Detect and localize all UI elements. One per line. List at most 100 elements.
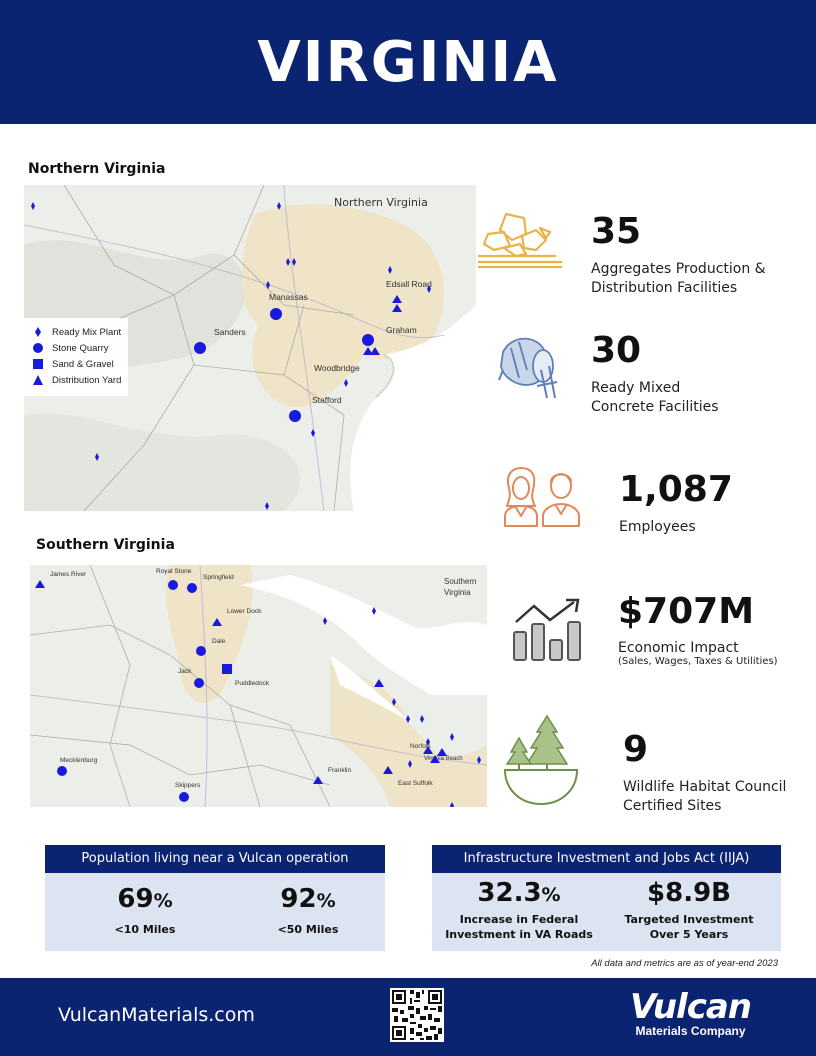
vulcan-logo: Vulcan Materials Company: [630, 987, 752, 1038]
footer: VulcanMaterials.com Vulcan Material: [0, 978, 816, 1056]
employees-icon: [501, 466, 581, 533]
south-section-label: Southern Virginia: [36, 537, 175, 553]
distribution-yard-marker: [313, 776, 323, 784]
ready-mix-marker: [372, 607, 376, 615]
legend-label: Distribution Yard: [52, 374, 122, 386]
stat-value: 35: [591, 211, 642, 252]
ready-mix-marker: [323, 617, 327, 625]
ready-mix-marker: [427, 285, 431, 293]
ready-mix-marker: [266, 281, 270, 289]
stat-aggregates: 35 Aggregates Production & Distribution F…: [591, 214, 766, 298]
stat-wildlife: 9 Wildlife Habitat Council Certified Site…: [623, 732, 786, 816]
ready-mix-marker: [392, 698, 396, 706]
stat-value: $707M: [618, 591, 755, 632]
place-label: Franklin: [328, 767, 352, 774]
place-label: Lower Dock: [227, 608, 262, 615]
distribution-yard-marker: [392, 295, 402, 303]
data-note: All data and metrics are as of year-end …: [591, 958, 778, 969]
place-label: East Suffolk: [398, 780, 433, 787]
distribution-yard-marker: [370, 347, 380, 355]
stone-quarry-marker: [289, 410, 301, 422]
place-label: Springfield: [203, 574, 234, 581]
stone-quarry-marker: [270, 308, 282, 320]
stat-label: Employees: [619, 519, 696, 535]
south-virginia-map: James River Royal Stone Springfield Lowe…: [30, 565, 487, 807]
iija-metric-investment: $8.9B Targeted Investment Over 5 Years: [624, 878, 754, 941]
stat-value: 1,087: [619, 469, 733, 510]
stone-quarry-marker: [194, 678, 204, 688]
ready-mix-marker: [450, 802, 454, 807]
legend-label: Stone Quarry: [52, 342, 109, 354]
legend-item: Stone Quarry: [30, 340, 122, 356]
ready-mix-marker: [420, 715, 424, 723]
ready-mix-marker: [286, 258, 290, 266]
stat-value: 30: [591, 330, 642, 371]
population-metric-50mi: 92% <50 Miles: [277, 884, 339, 936]
place-label: Jack: [178, 668, 192, 675]
distribution-yard-marker: [212, 618, 222, 626]
stone-quarry-marker: [187, 583, 197, 593]
stat-employees: 1,087 Employees: [619, 472, 733, 537]
economic-chart-icon: [512, 598, 584, 667]
distribution-yard-marker: [363, 347, 373, 355]
ready-mix-marker: [477, 756, 481, 764]
ready-mix-marker: [426, 738, 430, 746]
place-label: Manassas: [269, 292, 308, 302]
iija-box-title: Infrastructure Investment and Jobs Act (…: [432, 845, 781, 873]
place-label: Royal Stone: [156, 568, 192, 575]
sand-gravel-icon: [30, 359, 46, 369]
distribution-yard-marker: [423, 746, 433, 754]
ready-mix-marker: [31, 202, 35, 210]
distribution-yard-marker: [383, 766, 393, 774]
concrete-mixer-icon: [497, 330, 559, 405]
iija-box: Infrastructure Investment and Jobs Act (…: [432, 845, 781, 951]
ready-mix-marker: [408, 760, 412, 768]
ready-mix-icon: [30, 327, 46, 337]
page-title: VIRGINIA: [257, 29, 559, 95]
population-box-title: Population living near a Vulcan operatio…: [45, 845, 385, 873]
distribution-yard-marker: [35, 580, 45, 588]
stone-quarry-marker: [194, 342, 206, 354]
ready-mix-marker: [450, 733, 454, 741]
ready-mix-marker: [95, 453, 99, 461]
qr-code[interactable]: [390, 988, 444, 1042]
stat-label: Aggregates Production & Distribution Faci…: [591, 261, 766, 296]
place-label: Graham: [386, 325, 417, 335]
header-banner: VIRGINIA: [0, 0, 816, 124]
ready-mix-marker: [265, 502, 269, 510]
stat-economic: $707M Economic Impact (Sales, Wages, Tax…: [618, 591, 778, 668]
website-link[interactable]: VulcanMaterials.com: [58, 1004, 255, 1026]
legend-label: Ready Mix Plant: [52, 326, 122, 338]
iija-metric-federal: 32.3% Increase in Federal Investment in V…: [445, 878, 593, 941]
map-legend: Ready Mix Plant Stone Quarry Sand & Grav…: [24, 318, 128, 396]
north-virginia-map: Northern Virginia Manassas Sanders Edsal…: [24, 185, 476, 511]
sand-gravel-marker: [222, 664, 232, 674]
south-map-title: Virginia: [444, 588, 471, 597]
north-section-label: Northern Virginia: [28, 161, 166, 177]
place-label: Edsall Road: [386, 279, 432, 289]
ready-mix-marker: [311, 429, 315, 437]
distribution-yard-icon: [30, 375, 46, 385]
place-label: Mecklenburg: [60, 757, 98, 764]
place-label: Dale: [212, 638, 226, 645]
ready-mix-marker: [277, 202, 281, 210]
legend-item: Ready Mix Plant: [30, 324, 122, 340]
population-box: Population living near a Vulcan operatio…: [45, 845, 385, 951]
place-label: Woodbridge: [314, 363, 360, 373]
legend-item: Distribution Yard: [30, 372, 122, 388]
south-map-title: Southern: [444, 577, 476, 586]
stone-quarry-marker: [57, 766, 67, 776]
place-label: Virginia Beach: [424, 756, 463, 762]
stone-quarry-marker: [362, 334, 374, 346]
population-metric-10mi: 69% <10 Miles: [114, 884, 176, 936]
distribution-yard-marker: [430, 755, 440, 763]
stat-value: 9: [623, 729, 649, 770]
ready-mix-marker: [388, 266, 392, 274]
place-label: Stafford: [312, 395, 342, 405]
stone-quarry-marker: [179, 792, 189, 802]
place-label: Puddledock: [235, 680, 270, 687]
stone-quarry-marker: [196, 646, 206, 656]
distribution-yard-marker: [437, 748, 447, 756]
place-label: Skippers: [175, 782, 201, 789]
stat-concrete: 30 Ready Mixed Concrete Facilities: [591, 333, 719, 417]
